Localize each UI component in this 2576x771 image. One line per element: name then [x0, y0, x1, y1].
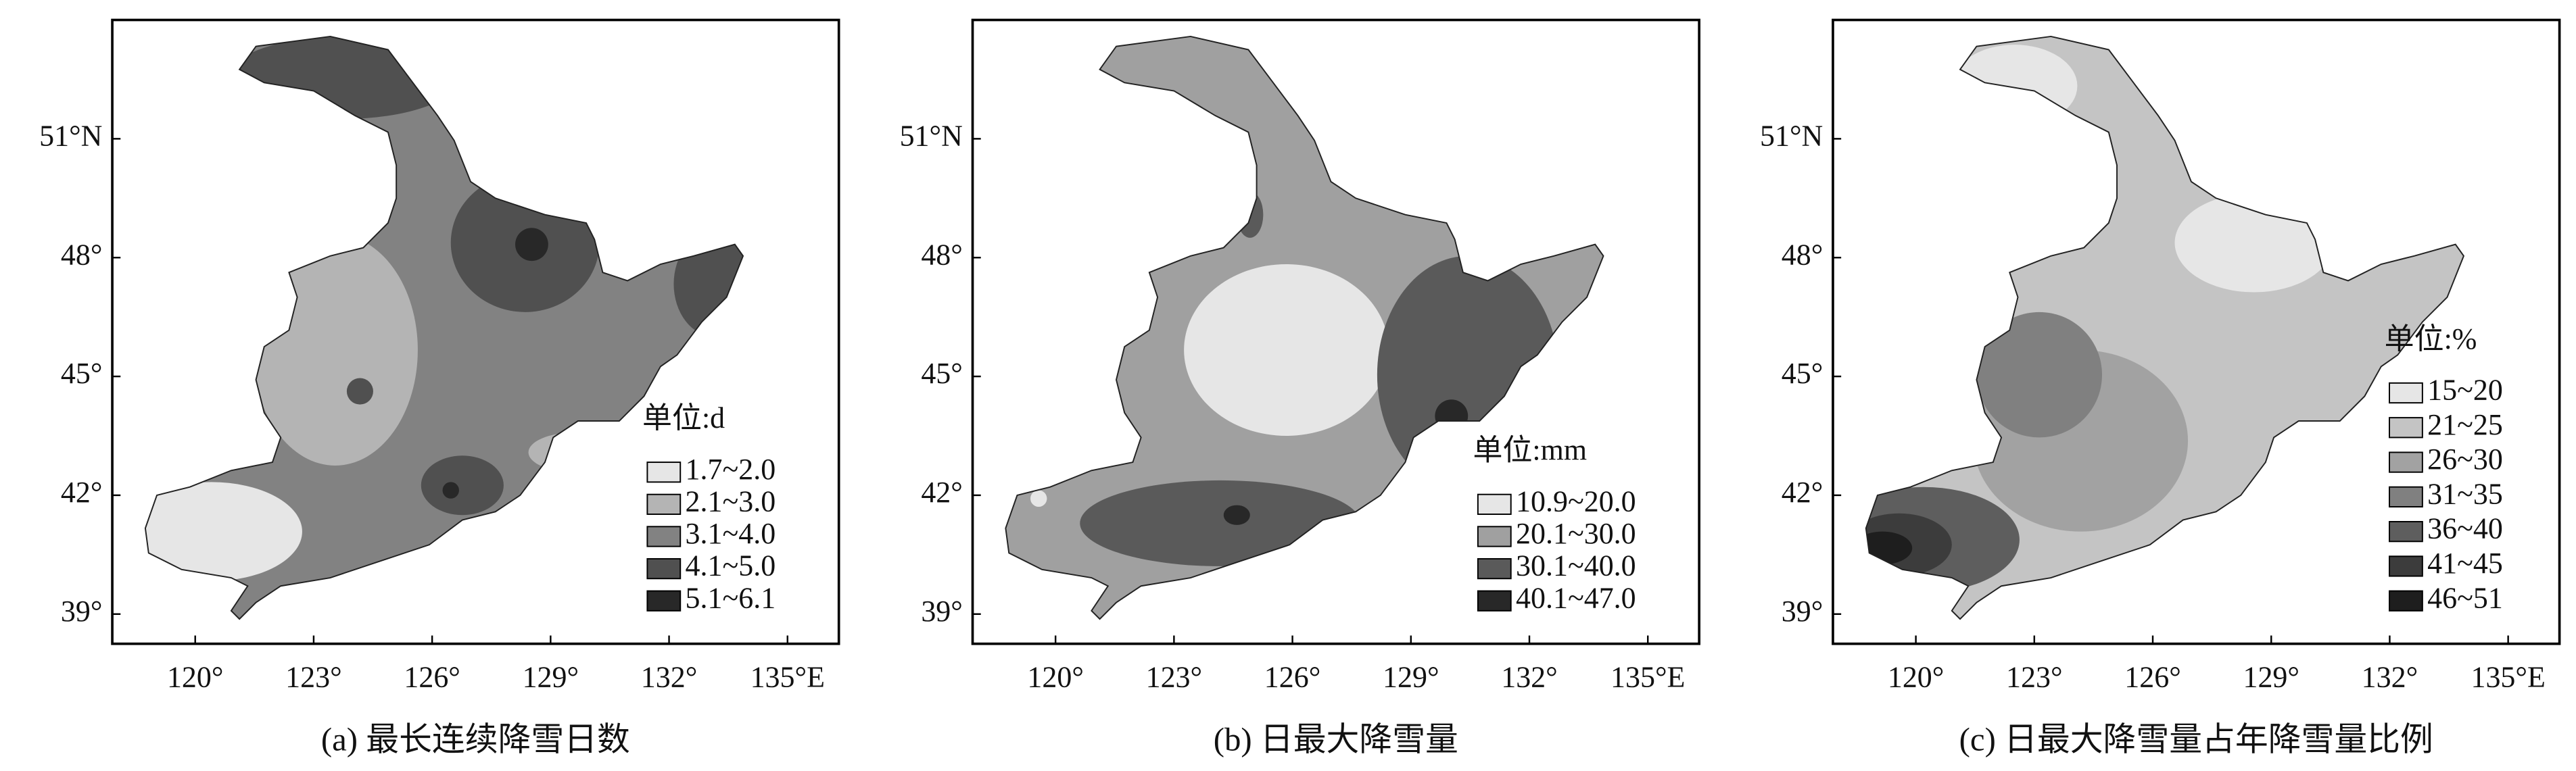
y-tick-label: 51°N — [1760, 119, 1823, 152]
region-outline — [144, 35, 744, 620]
legend-swatch — [1477, 590, 1512, 612]
y-tick-label: 45° — [61, 357, 103, 390]
legend-label: 26~30 — [2427, 443, 2503, 476]
x-tick-label: 135°E — [750, 661, 825, 694]
y-tick-label: 42° — [1782, 476, 1823, 509]
legend-swatch — [1477, 493, 1512, 515]
caption: (c) 日最大降雪量占年降雪量比例 — [1959, 720, 2433, 757]
legend-title: 单位:% — [2385, 322, 2477, 355]
legend-label: 40.1~47.0 — [1516, 581, 1636, 614]
legend-label: 2.1~3.0 — [686, 484, 776, 518]
shade-area — [228, 36, 459, 120]
y-tick-label: 39° — [61, 595, 103, 628]
shade-area — [145, 482, 302, 581]
shade-area — [1951, 45, 2078, 128]
map-panel: 120° 123° 126° 129° 132° 135°E 39° 42° 45° 48° 51°… — [900, 18, 1700, 757]
legend-swatch — [646, 526, 682, 547]
y-tick-label: 51°N — [39, 119, 102, 152]
legend-swatch — [1477, 557, 1512, 580]
legend-swatch — [2389, 451, 2423, 473]
y-tick-label: 42° — [921, 476, 963, 509]
shade-area — [1184, 264, 1389, 436]
shade-area — [1306, 546, 1333, 566]
legend-swatch — [646, 590, 682, 612]
map-frame — [1832, 18, 2561, 645]
shade-area — [1030, 490, 1047, 507]
legend-label: 31~35 — [2427, 477, 2503, 510]
legend-swatch — [2389, 590, 2423, 612]
region-outline — [1005, 35, 1604, 620]
x-tick-label: 132° — [2362, 661, 2418, 694]
x-tick-label: 120° — [167, 661, 224, 694]
legend-title: 单位:mm — [1473, 434, 1588, 467]
legend-label: 41~45 — [2427, 547, 2503, 580]
legend-label: 15~20 — [2427, 374, 2503, 407]
y-tick-label: 39° — [1782, 595, 1823, 628]
map-panel: 120° 123° 126° 129° 132° 135°E 39° 42° 45° 48° 51°… — [1760, 18, 2561, 757]
x-tick-label: 132° — [641, 661, 698, 694]
y-tick-label: 48° — [1782, 238, 1823, 271]
legend-label: 20.1~30.0 — [1516, 517, 1636, 550]
legend-label: 1.7~2.0 — [686, 453, 776, 486]
shade-area — [442, 482, 459, 499]
legend-swatch — [646, 557, 682, 580]
x-tick-label: 132° — [1501, 661, 1558, 694]
y-tick-label: 42° — [61, 476, 103, 509]
shade-area — [1976, 312, 2103, 438]
shade-area — [1435, 399, 1469, 433]
legend-label: 30.1~40.0 — [1516, 549, 1636, 582]
x-tick-label: 123° — [2006, 661, 2063, 694]
legend-label: 5.1~6.1 — [686, 581, 776, 614]
legend-swatch — [2389, 382, 2423, 404]
legend-swatch — [2389, 555, 2423, 577]
shade-area — [2174, 193, 2333, 293]
x-tick-label: 120° — [1027, 661, 1084, 694]
legend-swatch — [646, 493, 682, 515]
legend-label: 4.1~5.0 — [686, 549, 776, 582]
legend-swatch — [2389, 521, 2423, 543]
legend-label: 46~51 — [2427, 581, 2503, 614]
y-tick-label: 48° — [921, 238, 963, 271]
x-tick-label: 129° — [1383, 661, 1439, 694]
legend-swatch — [2389, 486, 2423, 507]
legend-label: 3.1~4.0 — [686, 517, 776, 550]
legend-swatch — [1477, 526, 1512, 547]
x-tick-label: 129° — [2243, 661, 2299, 694]
x-tick-label: 135°E — [2471, 661, 2545, 694]
shade-area — [515, 228, 548, 262]
legend-swatch — [2389, 417, 2423, 439]
map-frame — [111, 18, 840, 645]
legend-label: 36~40 — [2427, 512, 2503, 545]
y-tick-label: 51°N — [900, 119, 963, 152]
caption: (a) 最长连续降雪日数 — [321, 720, 630, 757]
x-tick-label: 129° — [523, 661, 579, 694]
x-tick-label: 123° — [285, 661, 342, 694]
shade-area — [252, 234, 418, 466]
x-tick-label: 126° — [1264, 661, 1321, 694]
legend-label: 10.9~20.0 — [1516, 484, 1636, 518]
x-tick-label: 126° — [2124, 661, 2181, 694]
region — [145, 36, 744, 620]
shade-area — [1223, 505, 1250, 525]
caption: (b) 日最大降雪量 — [1214, 720, 1458, 757]
shade-area — [346, 378, 373, 405]
y-tick-label: 45° — [921, 357, 963, 390]
shade-area — [421, 455, 504, 516]
x-tick-label: 126° — [404, 661, 460, 694]
y-tick-label: 39° — [921, 595, 963, 628]
y-tick-label: 45° — [1782, 357, 1823, 390]
map-frame — [971, 18, 1700, 645]
legend-title: 单位:d — [642, 401, 725, 434]
x-tick-label: 135°E — [1611, 661, 1685, 694]
x-tick-label: 120° — [1888, 661, 1945, 694]
legend-label: 21~25 — [2427, 408, 2503, 441]
region-outline — [1865, 35, 2465, 620]
map-panel: 120° 123° 126° 129° 132° 135°E 39° 42° 45° 48° 51°… — [39, 18, 840, 757]
legend-swatch — [646, 462, 682, 483]
shade-area — [673, 231, 744, 337]
x-tick-label: 123° — [1146, 661, 1203, 694]
y-tick-label: 48° — [61, 238, 103, 271]
